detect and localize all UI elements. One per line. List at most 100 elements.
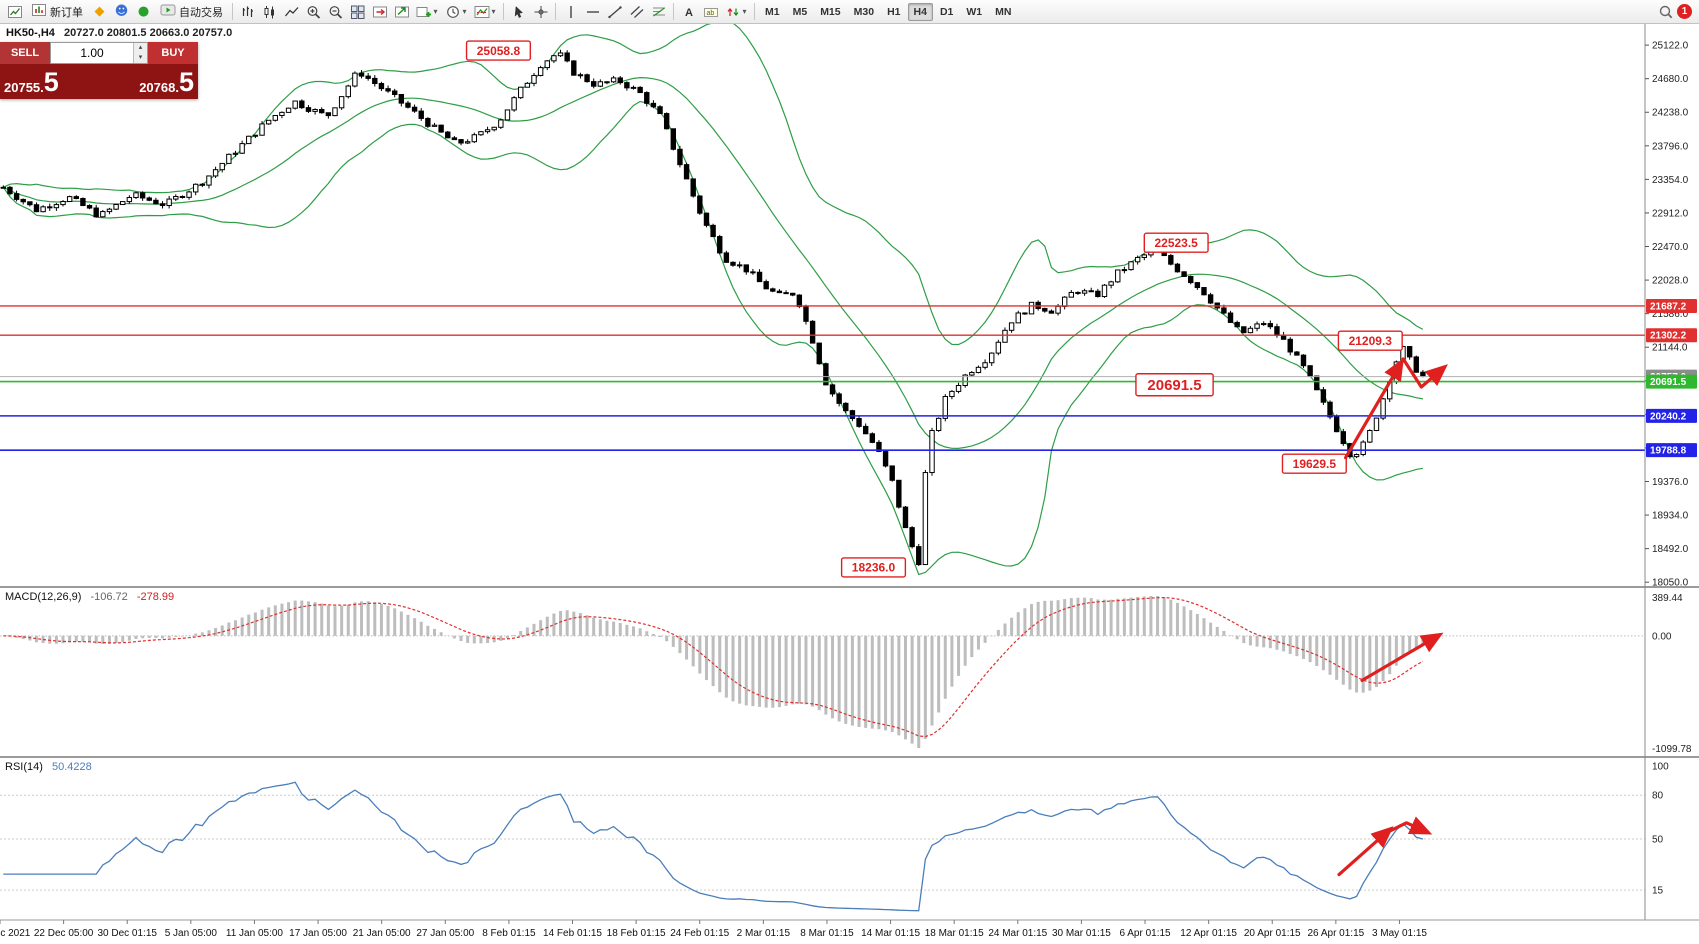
trend-arrow[interactable] <box>1343 357 1404 460</box>
quote-prices: 20755. 5 20768. 5 <box>0 64 198 99</box>
svg-text:14 Mar 01:15: 14 Mar 01:15 <box>861 928 920 939</box>
svg-text:21209.3: 21209.3 <box>1349 334 1393 348</box>
price-annotation[interactable] <box>1337 330 1403 351</box>
sell-button[interactable]: SELL <box>0 42 50 64</box>
toolbar-separator <box>673 3 674 20</box>
macd-scale-label: -1099.78 <box>1652 744 1692 755</box>
svg-text:18 Feb 01:15: 18 Feb 01:15 <box>607 928 666 939</box>
price-annotation[interactable] <box>1281 453 1347 474</box>
volume-decrease-button[interactable]: ▾ <box>134 53 147 63</box>
market-icon[interactable]: ● <box>137 4 150 19</box>
timeframe-d1[interactable]: D1 <box>939 5 954 18</box>
cursor-icon[interactable] <box>508 2 529 22</box>
crosshair-icon[interactable] <box>530 2 551 22</box>
trend-arrow[interactable] <box>1337 826 1394 877</box>
price-annotation[interactable] <box>1143 232 1209 253</box>
svg-text:27 Jan 05:00: 27 Jan 05:00 <box>416 928 474 939</box>
svg-text:20691.5: 20691.5 <box>1650 377 1687 388</box>
text-tool-icon[interactable]: A <box>678 2 699 22</box>
price-annotation[interactable] <box>1135 373 1214 397</box>
price-axis-label <box>1646 328 1697 343</box>
candlestick-chart-icon[interactable] <box>259 2 280 22</box>
tile-windows-icon[interactable] <box>347 2 368 22</box>
fibonacci-icon[interactable] <box>648 2 669 22</box>
rsi-scale-label: 50 <box>1652 835 1664 846</box>
auto-scroll-icon[interactable] <box>369 2 390 22</box>
zoom-in-icon[interactable] <box>303 2 324 22</box>
rsi-value: 50.4228 <box>51 761 92 773</box>
timeframe-m30[interactable]: M30 <box>853 5 875 18</box>
svg-text:20691.5: 20691.5 <box>1147 377 1201 394</box>
svg-text:21144.0: 21144.0 <box>1652 343 1688 354</box>
autotrading-button[interactable]: 自动交易 <box>155 2 228 22</box>
buy-button[interactable]: BUY <box>148 42 198 64</box>
one-click-trading-panel: SELL ▴ ▾ BUY 20755.5 20768.5 <box>0 42 198 99</box>
ohlc-values: 20727.0 20801.5 20663.0 20757.0 <box>63 27 233 39</box>
rsi-scale-label: 100 <box>1652 762 1669 773</box>
svg-text:22028.0: 22028.0 <box>1652 276 1689 287</box>
price-scale[interactable]: 25122.0 24680.0 24238.0 23796.0 23354.0 22912… <box>1645 41 1697 897</box>
rsi-scale-label: 15 <box>1652 886 1664 897</box>
svg-text:21 Jan 05:00: 21 Jan 05:00 <box>353 928 411 939</box>
svg-text:22 Dec 05:00: 22 Dec 05:00 <box>34 928 94 939</box>
sell-price[interactable]: 20755. 5 <box>4 67 59 97</box>
volume-increase-button[interactable]: ▴ <box>134 43 147 53</box>
notification-badge[interactable]: 1 <box>1677 4 1692 19</box>
svg-text:24238.0: 24238.0 <box>1652 108 1689 119</box>
new-order-button[interactable]: 新订单 <box>26 2 88 22</box>
buy-price[interactable]: 20768. 5 <box>139 67 194 97</box>
trend-arrow[interactable] <box>1388 816 1433 835</box>
macd-scale-label: 0.00 <box>1652 631 1672 642</box>
trend-arrow[interactable] <box>1401 357 1448 389</box>
price-axis-label <box>1646 374 1697 389</box>
mql5-icon[interactable]: ◆ <box>94 4 105 19</box>
bar-chart-icon[interactable] <box>237 2 258 22</box>
svg-text:21302.2: 21302.2 <box>1650 331 1687 342</box>
macd-label: MACD(12,26,9) <box>5 591 82 603</box>
chevron-down-icon: ▾ <box>462 7 467 16</box>
svg-text:3 May 01:15: 3 May 01:15 <box>1372 928 1427 939</box>
line-chart-icon[interactable] <box>281 2 302 22</box>
volume-input[interactable] <box>51 43 133 63</box>
trendline-icon[interactable] <box>604 2 625 22</box>
arrows-tool-button[interactable]: ▾ <box>722 2 750 22</box>
timeframe-m1[interactable]: M1 <box>765 5 780 18</box>
new-chart-button[interactable]: ▾ <box>413 2 441 22</box>
chart-shift-icon[interactable] <box>391 2 412 22</box>
text-label-icon[interactable]: ab <box>700 2 721 22</box>
price-annotation[interactable] <box>465 40 532 61</box>
timeframe-m15[interactable]: M15 <box>820 5 841 18</box>
terminal-chart-icon[interactable] <box>4 2 25 22</box>
community-icon[interactable]: ☻ <box>114 4 129 19</box>
svg-text:5 Jan 05:00: 5 Jan 05:00 <box>165 928 218 939</box>
macd-indicator-header: MACD(12,26,9) -106.72 -278.99 <box>5 591 174 603</box>
rsi-line <box>3 781 1424 912</box>
vertical-line-icon[interactable] <box>560 2 581 22</box>
svg-text:30 Dec 01:15: 30 Dec 01:15 <box>97 928 157 939</box>
trend-arrow[interactable] <box>1360 632 1444 683</box>
period-button[interactable]: ▾ <box>442 2 470 22</box>
toolbar-separator <box>232 3 233 20</box>
svg-text:21687.2: 21687.2 <box>1650 301 1687 312</box>
svg-text:14 Feb 01:15: 14 Feb 01:15 <box>543 928 602 939</box>
timeframe-h1[interactable]: H1 <box>887 5 901 18</box>
horizontal-line-icon[interactable] <box>582 2 603 22</box>
svg-text:24680.0: 24680.0 <box>1652 74 1689 85</box>
channel-icon[interactable] <box>626 2 647 22</box>
indicators-button[interactable]: ▾ <box>471 2 499 22</box>
search-icon[interactable] <box>1655 2 1676 22</box>
timeframe-w1[interactable]: W1 <box>966 5 983 18</box>
svg-text:11 Jan 05:00: 11 Jan 05:00 <box>226 928 284 939</box>
svg-text:19788.8: 19788.8 <box>1650 446 1687 457</box>
svg-text:A: A <box>685 7 693 19</box>
toolbar-separator <box>754 3 755 20</box>
timeframe-m5[interactable]: M5 <box>792 5 808 18</box>
svg-text:16 Dec 2021: 16 Dec 2021 <box>0 928 31 939</box>
price-annotation[interactable] <box>840 557 907 578</box>
timeframe-mn[interactable]: MN <box>995 5 1012 18</box>
timeframe-h4[interactable]: H4 <box>907 2 933 21</box>
svg-text:19629.5: 19629.5 <box>1293 457 1337 471</box>
zoom-out-icon[interactable] <box>325 2 346 22</box>
